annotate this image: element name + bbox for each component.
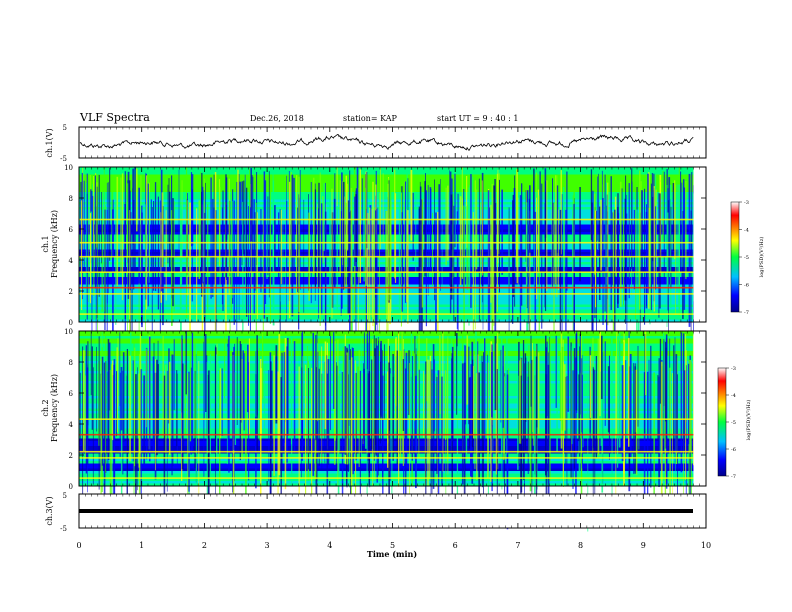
panel-ch3-waveform: 5 -5 ch.3(V): [45, 492, 707, 533]
colorbar-tick-label: -4: [744, 228, 749, 234]
freq-tick-label: 6: [69, 226, 74, 234]
freq-tick-label: 8: [69, 359, 73, 367]
freq-tick-label: 6: [69, 390, 74, 398]
x-axis-ticks: 0 1 2 3 4 5 6 7 8 9 10: [76, 127, 711, 550]
colorbar-tick-label: -6: [744, 283, 749, 289]
colorbar-tick-label: -5: [744, 255, 749, 261]
ch1-ylabel: ch.1(V): [45, 128, 54, 157]
x-tick-label: 4: [327, 541, 332, 550]
x-tick-label: 2: [202, 541, 207, 550]
x-tick-label: 9: [641, 541, 646, 550]
x-tick-label: 7: [515, 541, 520, 550]
freq-tick-label: 0: [69, 483, 73, 491]
ch1-colorbar: -3 -4 -5 -6 -7 log(PSD)(V²/Hz): [730, 200, 765, 316]
plot-date: Dec.26, 2018: [250, 114, 304, 123]
x-tick-label: 1: [139, 541, 144, 550]
ch2-colorbar-label: log(PSD)(V²/Hz): [745, 400, 752, 441]
colorbar-tick-label: -3: [744, 200, 749, 206]
ch2-colorbar: -3 -4 -5 -6 -7 log(PSD)(V²/Hz): [717, 366, 752, 480]
ch1-waveform-trace: [79, 133, 694, 151]
freq-tick-label: 10: [64, 328, 73, 336]
x-axis-label: Time (min): [367, 549, 417, 559]
colorbar-tick-label: -4: [731, 393, 736, 399]
colorbar-tick-label: -3: [731, 366, 736, 372]
panel-ch2-spectrogram: 0 2 4 6 8 10 ch.2 Frequency (kHz) -3 -4 -5 -6 -7 …: [41, 328, 752, 532]
ch3-ylabel: ch.3(V): [45, 496, 54, 525]
x-tick-label: 6: [453, 541, 458, 550]
colorbar-tick-label: -5: [731, 420, 736, 426]
freq-tick-label: 2: [69, 452, 73, 460]
colorbar-tick-label: -7: [731, 474, 736, 480]
colorbar-tick-label: -6: [731, 447, 736, 453]
freq-tick-label: 4: [69, 257, 74, 265]
x-tick-label: 3: [265, 541, 270, 550]
freq-tick-label: 2: [69, 288, 73, 296]
freq-tick-label: 0: [69, 319, 73, 327]
plot-start-time: start UT = 9 : 40 : 1: [437, 114, 519, 123]
x-tick-label: 5: [390, 541, 395, 550]
x-tick-label: 8: [578, 541, 583, 550]
ch1-spec-ylabel-channel: ch.1: [41, 235, 50, 252]
freq-tick-label: 8: [69, 195, 73, 203]
ch2-spec-ylabel-freq: Frequency (kHz): [50, 374, 59, 442]
panel-ch1-waveform: 5 -5 ch.1(V): [45, 124, 707, 163]
ch3-ytick-top: 5: [63, 492, 67, 500]
colorbar-tick-label: -7: [744, 310, 749, 316]
ch2-spectrogram-image: [79, 331, 706, 532]
x-tick-label: 0: [76, 541, 81, 550]
x-tick-label: 10: [701, 541, 711, 550]
freq-tick-label: 4: [69, 421, 74, 429]
ch2-spec-ylabel-channel: ch.2: [41, 399, 50, 416]
plot-title: VLF Spectra: [80, 111, 150, 124]
plot-station: station= KAP: [343, 114, 397, 123]
ch1-colorbar-label: log(PSD)(V²/Hz): [758, 237, 765, 278]
ch1-ytick-bottom: -5: [60, 155, 67, 163]
ch1-spec-ylabel-freq: Frequency (kHz): [50, 210, 59, 278]
ch1-ytick-top: 5: [63, 124, 67, 132]
ch3-ytick-bottom: -5: [60, 525, 67, 533]
freq-tick-label: 10: [64, 164, 73, 172]
